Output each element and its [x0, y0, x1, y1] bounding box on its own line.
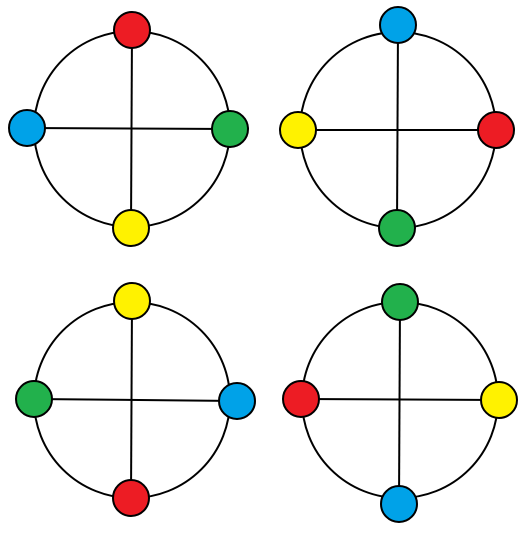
top-red-dot	[113, 11, 151, 49]
left-yellow-dot	[279, 111, 317, 149]
figure-bottom-left	[15, 282, 256, 517]
horizontal-line	[300, 398, 500, 401]
figure-top-right	[279, 6, 515, 247]
bottom-green-dot	[378, 209, 416, 247]
right-yellow-dot	[480, 381, 518, 419]
top-green-dot	[381, 283, 419, 321]
right-green-dot	[211, 110, 249, 148]
figure-top-left	[8, 11, 249, 247]
left-blue-dot	[8, 109, 46, 147]
bottom-blue-dot	[380, 485, 418, 523]
vertical-line	[398, 301, 401, 505]
right-red-dot	[477, 111, 515, 149]
horizontal-line	[26, 127, 231, 130]
left-red-dot	[282, 380, 320, 418]
figure-bottom-right	[282, 283, 518, 523]
bottom-yellow-dot	[112, 209, 150, 247]
vertical-line	[396, 24, 399, 229]
horizontal-line	[33, 398, 238, 402]
top-yellow-dot	[113, 282, 151, 320]
left-green-dot	[15, 380, 53, 418]
bottom-red-dot	[112, 479, 150, 517]
right-blue-dot	[218, 382, 256, 420]
top-blue-dot	[379, 6, 417, 44]
